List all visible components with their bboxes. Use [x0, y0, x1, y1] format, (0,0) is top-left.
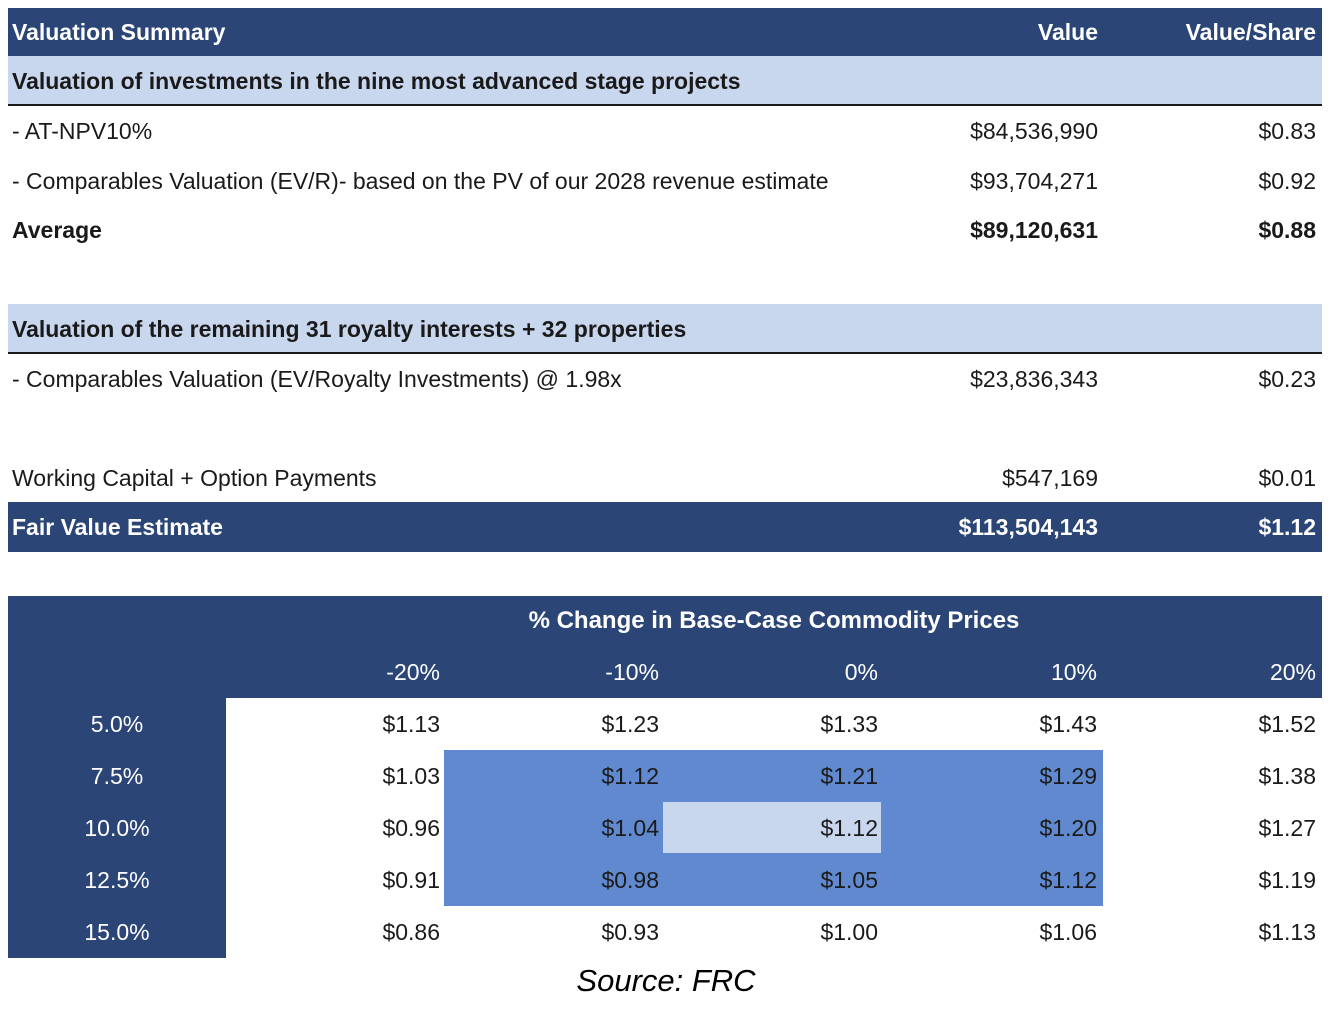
sensitivity-cell: $1.33 — [820, 711, 878, 737]
sensitivity-cell: $1.13 — [382, 711, 440, 737]
sensitivity-cell: $1.23 — [601, 711, 659, 737]
sensitivity-cell: $1.43 — [1039, 711, 1097, 737]
row-label: - AT-NPV10% — [12, 118, 153, 144]
price-change-column-header: -20% — [386, 659, 440, 685]
sensitivity-cell: $1.06 — [1039, 919, 1097, 945]
sensitivity-cell: $0.98 — [601, 867, 659, 893]
sensitivity-cell: $1.05 — [820, 867, 878, 893]
section-advanced-projects: Valuation of investments in the nine mos… — [8, 56, 1322, 106]
working-capital-row: Working Capital + Option Payments $547,1… — [8, 453, 1322, 503]
price-change-column-header: -10% — [605, 659, 659, 685]
summary-title: Valuation Summary — [12, 19, 226, 45]
row-label: - Comparables Valuation (EV/Royalty Inve… — [12, 366, 622, 392]
sensitivity-cell: $1.29 — [1039, 763, 1097, 789]
base-case-cell — [663, 802, 881, 853]
row-value: $89,120,631 — [970, 217, 1098, 243]
row-label: Working Capital + Option Payments — [12, 465, 377, 491]
row-per-share: $0.23 — [1258, 366, 1316, 392]
summary-header-row: Valuation Summary Value Value/Share — [8, 8, 1322, 56]
rate-column-bg — [8, 698, 226, 958]
row-per-share: $1.12 — [1258, 514, 1316, 540]
sensitivity-title: % Change in Base-Case Commodity Prices — [528, 607, 1020, 634]
row-label: - Comparables Valuation (EV/R)- based on… — [12, 168, 829, 194]
discount-rate-label: 12.5% — [84, 867, 150, 893]
row-value: $113,504,143 — [958, 514, 1098, 540]
price-change-column-header: 20% — [1269, 659, 1316, 685]
row-label: Average — [12, 217, 102, 243]
section-title: Valuation of investments in the nine mos… — [12, 68, 741, 94]
row-per-share: $0.83 — [1258, 118, 1316, 144]
price-change-column-header: 10% — [1050, 659, 1097, 685]
sensitivity-cell: $1.19 — [1258, 867, 1316, 893]
table-row: - Comparables Valuation (EV/R)- based on… — [8, 156, 1322, 206]
value-share-column-header: Value/Share — [1185, 19, 1316, 45]
sensitivity-cell: $1.20 — [1039, 815, 1097, 841]
sensitivity-cell: $0.93 — [601, 919, 659, 945]
sensitivity-cell: $1.38 — [1258, 763, 1316, 789]
section-royalty-interests: Valuation of the remaining 31 royalty in… — [8, 304, 1322, 354]
row-label: Fair Value Estimate — [12, 514, 223, 540]
row-per-share: $0.92 — [1258, 168, 1316, 194]
sensitivity-cell: $1.12 — [1039, 867, 1097, 893]
fair-value-row: Fair Value Estimate $113,504,143 $1.12 — [8, 502, 1322, 552]
sensitivity-cell: $0.86 — [382, 919, 440, 945]
discount-rate-label: 15.0% — [84, 919, 150, 945]
discount-rate-label: 7.5% — [90, 763, 144, 789]
row-per-share: $0.01 — [1258, 465, 1316, 491]
source-caption: Source: FRC — [576, 963, 756, 998]
sensitivity-cell: $1.12 — [601, 763, 659, 789]
sensitivity-cell: $0.91 — [382, 867, 440, 893]
table-row: - Comparables Valuation (EV/Royalty Inve… — [8, 354, 1322, 404]
row-value: $547,169 — [1002, 465, 1098, 491]
discount-rate-label: 5.0% — [90, 711, 144, 737]
sensitivity-cell: $1.03 — [382, 763, 440, 789]
sensitivity-cell: $0.96 — [382, 815, 440, 841]
row-value: $84,536,990 — [970, 118, 1098, 144]
sensitivity-cell: $1.27 — [1258, 815, 1316, 841]
sensitivity-cell: $1.13 — [1258, 919, 1316, 945]
section-title: Valuation of the remaining 31 royalty in… — [12, 316, 687, 342]
row-per-share: $0.88 — [1258, 217, 1316, 243]
value-column-header: Value — [1037, 19, 1098, 45]
sensitivity-cell: $1.21 — [820, 763, 878, 789]
sensitivity-cell: $1.04 — [601, 815, 659, 841]
sensitivity-header-bg — [8, 596, 1322, 698]
price-change-column-header: 0% — [844, 659, 878, 685]
table-row: - AT-NPV10% $84,536,990 $0.83 — [8, 106, 1322, 156]
average-row: Average $89,120,631 $0.88 — [8, 205, 1322, 255]
sensitivity-cell: $1.00 — [820, 919, 878, 945]
row-value: $23,836,343 — [970, 366, 1098, 392]
row-value: $93,704,271 — [970, 168, 1098, 194]
sensitivity-cell: $1.52 — [1258, 711, 1316, 737]
discount-rate-label: 10.0% — [84, 815, 150, 841]
sensitivity-cell: $1.12 — [820, 815, 878, 841]
